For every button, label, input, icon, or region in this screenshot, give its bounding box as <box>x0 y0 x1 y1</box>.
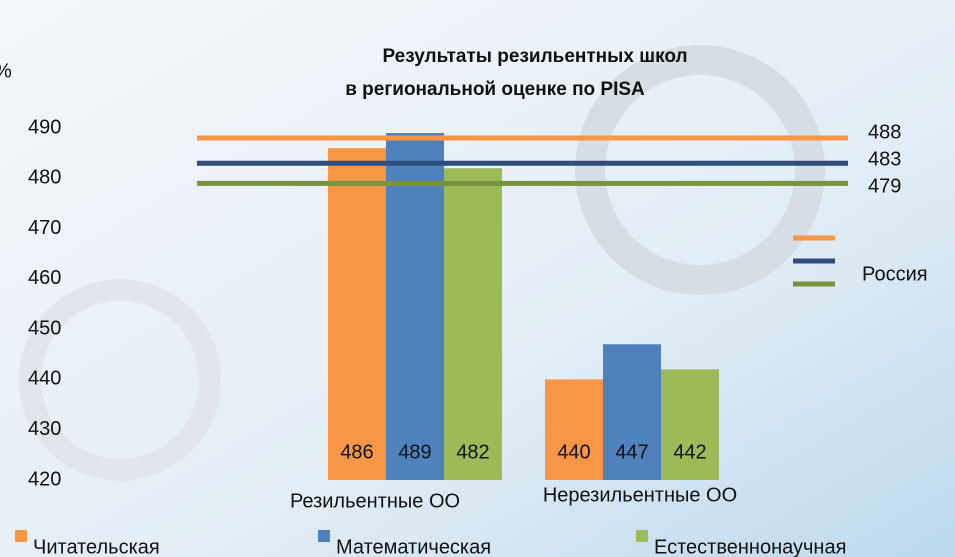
value-label: 489 <box>398 441 431 463</box>
legend-label: Математическая <box>336 536 491 557</box>
y-tick-label: 440 <box>28 368 61 390</box>
legend-swatch <box>15 530 27 542</box>
y-tick-label: 470 <box>28 217 61 239</box>
reference-label: 479 <box>868 175 901 197</box>
y-tick-label: 450 <box>28 317 61 339</box>
y-tick-label: 480 <box>28 167 61 189</box>
legend-label: Россия <box>862 263 928 285</box>
reference-label: 483 <box>868 148 901 170</box>
bar <box>444 168 502 480</box>
legend-swatch <box>318 530 330 542</box>
value-label: 482 <box>456 441 489 463</box>
legend-label: Читательская <box>33 536 160 557</box>
y-label: % <box>0 60 12 82</box>
chart-subtitle: в региональной оценке по PISA <box>345 79 645 100</box>
value-label: 486 <box>340 441 373 463</box>
y-tick-label: 490 <box>28 116 61 138</box>
value-label: 442 <box>673 441 706 463</box>
value-label: 440 <box>557 441 590 463</box>
x-tick-label: Нерезильентные ОО <box>543 484 737 506</box>
x-tick-label: Резильентные ОО <box>290 490 460 512</box>
legend-label: Естественнонаучная <box>654 536 846 557</box>
value-label: 447 <box>615 441 648 463</box>
reference-label: 488 <box>868 121 901 143</box>
bar <box>328 148 386 480</box>
chart: Результаты резильентных школ в региональ… <box>0 0 955 557</box>
chart-title: Результаты резильентных школ <box>382 46 687 67</box>
y-tick-label: 460 <box>28 267 61 289</box>
legend-swatch <box>636 530 648 542</box>
bar <box>661 369 719 480</box>
bar <box>545 379 603 480</box>
y-tick-label: 430 <box>28 418 61 440</box>
y-tick-label: 420 <box>28 468 61 490</box>
